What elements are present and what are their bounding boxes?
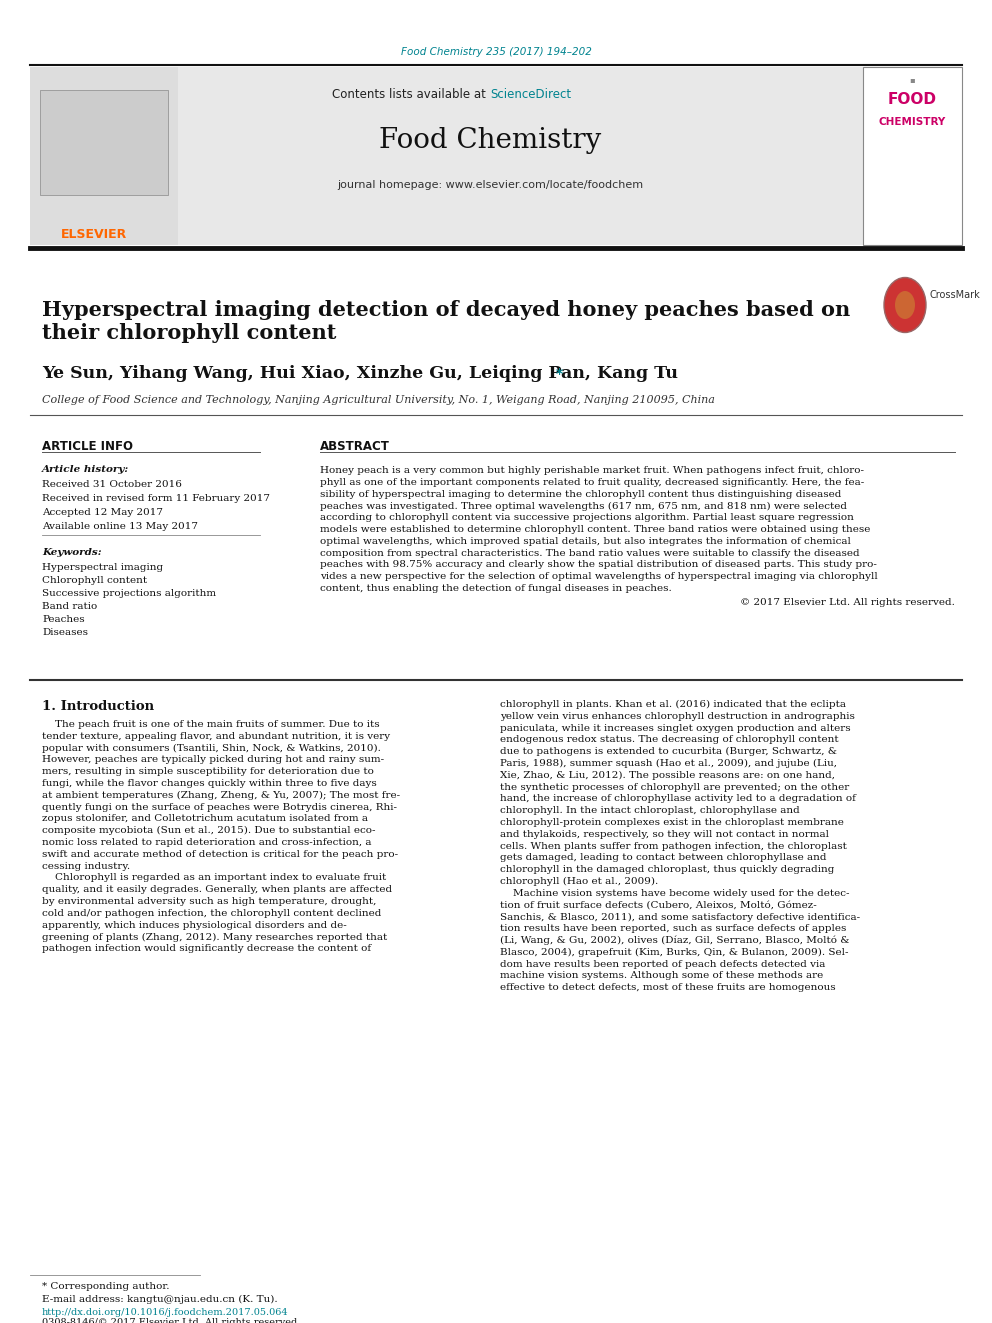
Text: ARTICLE INFO: ARTICLE INFO [42, 441, 133, 452]
Text: pathogen infection would significantly decrease the content of: pathogen infection would significantly d… [42, 945, 371, 953]
Text: zopus stolonifer, and Colletotrichum acutatum isolated from a: zopus stolonifer, and Colletotrichum acu… [42, 815, 368, 823]
Text: sibility of hyperspectral imaging to determine the chlorophyll content thus dist: sibility of hyperspectral imaging to det… [320, 490, 841, 499]
Text: content, thus enabling the detection of fungal diseases in peaches.: content, thus enabling the detection of … [320, 583, 672, 593]
Text: Food Chemistry: Food Chemistry [379, 127, 601, 153]
Text: Honey peach is a very common but highly perishable market fruit. When pathogens : Honey peach is a very common but highly … [320, 466, 864, 475]
Text: © 2017 Elsevier Ltd. All rights reserved.: © 2017 Elsevier Ltd. All rights reserved… [740, 598, 955, 607]
Text: Chlorophyll content: Chlorophyll content [42, 576, 147, 585]
Text: swift and accurate method of detection is critical for the peach pro-: swift and accurate method of detection i… [42, 849, 398, 859]
Text: Sanchis, & Blasco, 2011), and some satisfactory defective identifica-: Sanchis, & Blasco, 2011), and some satis… [500, 913, 860, 922]
Text: greening of plants (Zhang, 2012). Many researches reported that: greening of plants (Zhang, 2012). Many r… [42, 933, 387, 942]
Text: tion of fruit surface defects (Cubero, Aleixos, Moltó, Gómez-: tion of fruit surface defects (Cubero, A… [500, 901, 816, 910]
Text: ELSEVIER: ELSEVIER [61, 229, 127, 242]
Text: hand, the increase of chlorophyllase activity led to a degradation of: hand, the increase of chlorophyllase act… [500, 794, 856, 803]
Text: peaches with 98.75% accuracy and clearly show the spatial distribution of diseas: peaches with 98.75% accuracy and clearly… [320, 561, 877, 569]
Text: chlorophyll (Hao et al., 2009).: chlorophyll (Hao et al., 2009). [500, 877, 659, 886]
Text: ScienceDirect: ScienceDirect [490, 89, 571, 102]
Text: at ambient temperatures (Zhang, Zheng, & Yu, 2007); The most fre-: at ambient temperatures (Zhang, Zheng, &… [42, 791, 400, 800]
Text: ABSTRACT: ABSTRACT [320, 441, 390, 452]
Text: Received 31 October 2016: Received 31 October 2016 [42, 480, 182, 490]
Text: ▪: ▪ [910, 75, 915, 85]
Text: E-mail address: kangtu@njau.edu.cn (K. Tu).: E-mail address: kangtu@njau.edu.cn (K. T… [42, 1295, 278, 1304]
Text: http://dx.doi.org/10.1016/j.foodchem.2017.05.064: http://dx.doi.org/10.1016/j.foodchem.201… [42, 1308, 289, 1316]
Text: Hyperspectral imaging detection of decayed honey peaches based on
their chloroph: Hyperspectral imaging detection of decay… [42, 300, 850, 343]
Text: peaches was investigated. Three optimal wavelengths (617 nm, 675 nm, and 818 nm): peaches was investigated. Three optimal … [320, 501, 847, 511]
Text: Peaches: Peaches [42, 615, 84, 624]
Text: cells. When plants suffer from pathogen infection, the chloroplast: cells. When plants suffer from pathogen … [500, 841, 847, 851]
Text: Chlorophyll is regarded as an important index to evaluate fruit: Chlorophyll is regarded as an important … [42, 873, 386, 882]
Text: vides a new perspective for the selection of optimal wavelengths of hyperspectra: vides a new perspective for the selectio… [320, 573, 878, 581]
Text: tender texture, appealing flavor, and abundant nutrition, it is very: tender texture, appealing flavor, and ab… [42, 732, 390, 741]
Text: phyll as one of the important components related to fruit quality, decreased sig: phyll as one of the important components… [320, 478, 864, 487]
Text: Hyperspectral imaging: Hyperspectral imaging [42, 564, 163, 572]
Text: popular with consumers (Tsantili, Shin, Nock, & Watkins, 2010).: popular with consumers (Tsantili, Shin, … [42, 744, 381, 753]
Text: models were established to determine chlorophyll content. Three band ratios were: models were established to determine chl… [320, 525, 870, 534]
Text: CHEMISTRY: CHEMISTRY [878, 116, 945, 127]
Text: apparently, which induces physiological disorders and de-: apparently, which induces physiological … [42, 921, 347, 930]
Text: Machine vision systems have become widely used for the detec-: Machine vision systems have become widel… [500, 889, 849, 898]
Text: the synthetic processes of chlorophyll are prevented; on the other: the synthetic processes of chlorophyll a… [500, 783, 849, 791]
Text: 0308-8146/© 2017 Elsevier Ltd. All rights reserved.: 0308-8146/© 2017 Elsevier Ltd. All right… [42, 1318, 301, 1323]
Text: Contents lists available at: Contents lists available at [332, 89, 490, 102]
Text: according to chlorophyll content via successive projections algorithm. Partial l: according to chlorophyll content via suc… [320, 513, 854, 523]
Text: chlorophyll in the damaged chloroplast, thus quickly degrading: chlorophyll in the damaged chloroplast, … [500, 865, 834, 875]
Text: Paris, 1988), summer squash (Hao et al., 2009), and jujube (Liu,: Paris, 1988), summer squash (Hao et al.,… [500, 759, 837, 769]
Bar [40, 90, 168, 194]
Text: The peach fruit is one of the main fruits of summer. Due to its: The peach fruit is one of the main fruit… [42, 720, 380, 729]
Text: *: * [556, 366, 563, 381]
Text: and thylakoids, respectively, so they will not contact in normal: and thylakoids, respectively, so they wi… [500, 830, 829, 839]
Text: Received in revised form 11 February 2017: Received in revised form 11 February 201… [42, 493, 270, 503]
Text: by environmental adversity such as high temperature, drought,: by environmental adversity such as high … [42, 897, 376, 906]
Text: fungi, while the flavor changes quickly within three to five days: fungi, while the flavor changes quickly … [42, 779, 377, 789]
Text: paniculata, while it increases singlet oxygen production and alters: paniculata, while it increases singlet o… [500, 724, 850, 733]
Bar [30, 67, 178, 245]
Text: Accepted 12 May 2017: Accepted 12 May 2017 [42, 508, 163, 517]
Text: Band ratio: Band ratio [42, 602, 97, 611]
Text: quality, and it easily degrades. Generally, when plants are affected: quality, and it easily degrades. General… [42, 885, 392, 894]
Text: effective to detect defects, most of these fruits are homogenous: effective to detect defects, most of the… [500, 983, 835, 992]
Bar [30, 67, 962, 245]
Text: machine vision systems. Although some of these methods are: machine vision systems. Although some of… [500, 971, 823, 980]
Text: FOOD: FOOD [888, 93, 936, 107]
Text: chlorophyll. In the intact chloroplast, chlorophyllase and: chlorophyll. In the intact chloroplast, … [500, 806, 800, 815]
Text: Blasco, 2004), grapefruit (Kim, Burks, Qin, & Bulanon, 2009). Sel-: Blasco, 2004), grapefruit (Kim, Burks, Q… [500, 947, 848, 957]
Text: due to pathogens is extended to cucurbita (Burger, Schwartz, &: due to pathogens is extended to cucurbit… [500, 747, 837, 757]
Text: Diseases: Diseases [42, 628, 88, 636]
Text: quently fungi on the surface of peaches were Botrydis cinerea, Rhi-: quently fungi on the surface of peaches … [42, 803, 397, 811]
Ellipse shape [884, 278, 926, 332]
Text: CrossMark: CrossMark [930, 290, 981, 300]
Text: chlorophyll in plants. Khan et al. (2016) indicated that the eclipta: chlorophyll in plants. Khan et al. (2016… [500, 700, 846, 709]
Text: cessing industry.: cessing industry. [42, 861, 130, 871]
Text: Article history:: Article history: [42, 464, 129, 474]
Bar [863, 67, 962, 245]
Text: composite mycobiota (Sun et al., 2015). Due to substantial eco-: composite mycobiota (Sun et al., 2015). … [42, 826, 376, 835]
Text: nomic loss related to rapid deterioration and cross-infection, a: nomic loss related to rapid deterioratio… [42, 837, 371, 847]
Ellipse shape [895, 291, 915, 319]
Text: gets damaged, leading to contact between chlorophyllase and: gets damaged, leading to contact between… [500, 853, 826, 863]
Text: Successive projections algorithm: Successive projections algorithm [42, 589, 216, 598]
Text: journal homepage: www.elsevier.com/locate/foodchem: journal homepage: www.elsevier.com/locat… [337, 180, 643, 191]
Text: (Li, Wang, & Gu, 2002), olives (Díaz, Gil, Serrano, Blasco, Moltó &: (Li, Wang, & Gu, 2002), olives (Díaz, Gi… [500, 935, 849, 946]
Text: Ye Sun, Yihang Wang, Hui Xiao, Xinzhe Gu, Leiqing Pan, Kang Tu: Ye Sun, Yihang Wang, Hui Xiao, Xinzhe Gu… [42, 365, 678, 382]
Text: endogenous redox status. The decreasing of chlorophyll content: endogenous redox status. The decreasing … [500, 736, 838, 745]
Text: * Corresponding author.: * Corresponding author. [42, 1282, 170, 1291]
Text: Available online 13 May 2017: Available online 13 May 2017 [42, 523, 198, 531]
Text: However, peaches are typically picked during hot and rainy sum-: However, peaches are typically picked du… [42, 755, 384, 765]
Text: mers, resulting in simple susceptibility for deterioration due to: mers, resulting in simple susceptibility… [42, 767, 374, 777]
Text: dom have results been reported of peach defects detected via: dom have results been reported of peach … [500, 959, 825, 968]
Text: chlorophyll-protein complexes exist in the chloroplast membrane: chlorophyll-protein complexes exist in t… [500, 818, 844, 827]
Text: optimal wavelengths, which improved spatial details, but also integrates the inf: optimal wavelengths, which improved spat… [320, 537, 851, 546]
Text: tion results have been reported, such as surface defects of apples: tion results have been reported, such as… [500, 925, 846, 933]
Text: Keywords:: Keywords: [42, 548, 101, 557]
Text: yellow vein virus enhances chlorophyll destruction in andrographis: yellow vein virus enhances chlorophyll d… [500, 712, 855, 721]
Text: Food Chemistry 235 (2017) 194–202: Food Chemistry 235 (2017) 194–202 [401, 48, 591, 57]
Text: composition from spectral characteristics. The band ratio values were suitable t: composition from spectral characteristic… [320, 549, 860, 557]
Text: cold and/or pathogen infection, the chlorophyll content declined: cold and/or pathogen infection, the chlo… [42, 909, 381, 918]
Text: 1. Introduction: 1. Introduction [42, 700, 154, 713]
Text: College of Food Science and Technology, Nanjing Agricultural University, No. 1, : College of Food Science and Technology, … [42, 396, 715, 405]
Text: Xie, Zhao, & Liu, 2012). The possible reasons are: on one hand,: Xie, Zhao, & Liu, 2012). The possible re… [500, 771, 835, 781]
